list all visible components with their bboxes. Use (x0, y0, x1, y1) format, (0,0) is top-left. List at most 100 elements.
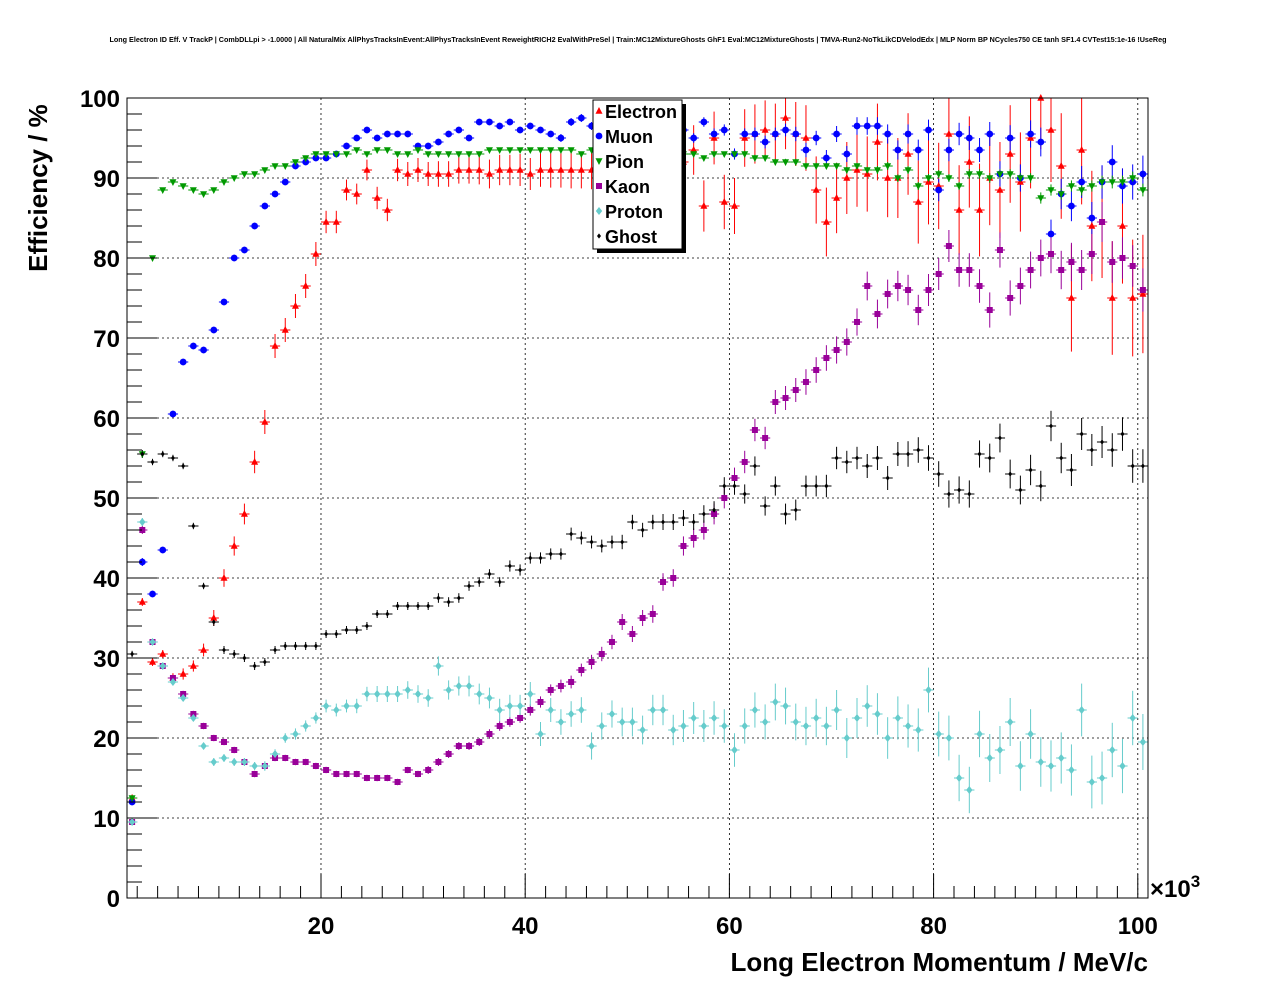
pion-point (822, 163, 830, 170)
muon-point (1088, 214, 1096, 222)
y-tick-label: 90 (93, 166, 120, 193)
pion-point (873, 167, 881, 174)
electron-point (557, 166, 565, 173)
ghost-point (436, 595, 441, 601)
ghost-point (211, 619, 216, 625)
ghost-point (620, 539, 625, 545)
kaon-point (915, 307, 922, 313)
ghost-point (1049, 423, 1054, 429)
proton-point (1017, 762, 1024, 770)
kaon-point (629, 631, 636, 637)
muon-point (200, 346, 207, 354)
proton-point (333, 706, 340, 714)
kaon-point (292, 759, 299, 765)
x-tick-label: 60 (716, 913, 743, 940)
muon-point (1078, 178, 1086, 186)
muon-point (465, 134, 473, 142)
ghost-point (773, 483, 778, 489)
electron-point (251, 458, 259, 465)
proton-point (659, 706, 667, 714)
kaon-point (578, 667, 585, 673)
pion-point (996, 171, 1004, 178)
kaon-point (721, 495, 728, 501)
kaon-point (333, 771, 340, 777)
muon-point (383, 130, 391, 138)
proton-point (282, 734, 289, 742)
kaon-point (466, 743, 473, 749)
pion-point (363, 151, 371, 158)
y-tick-label: 50 (93, 486, 120, 513)
ghost-point (875, 455, 880, 461)
pion-point (812, 163, 820, 170)
ghost-point (650, 519, 655, 525)
kaon-point (751, 427, 758, 433)
kaon-point (854, 319, 861, 325)
muon-point (159, 546, 167, 554)
kaon-point (833, 347, 840, 353)
kaon-point (1088, 251, 1095, 257)
pion-point (771, 159, 779, 166)
proton-legend-marker (595, 207, 603, 215)
electron-point (496, 166, 504, 173)
proton-point (128, 818, 136, 826)
y-tick-label: 70 (93, 326, 120, 353)
pion-point (557, 147, 565, 154)
electron-point (200, 646, 208, 653)
ghost-point (967, 491, 972, 497)
proton-point (537, 730, 544, 738)
kaon-point (680, 543, 687, 549)
electron-point (465, 166, 473, 173)
proton-point (649, 706, 657, 714)
electron-point (445, 170, 453, 177)
proton-point (578, 706, 585, 714)
pion-point (965, 171, 973, 178)
proton-point (149, 638, 156, 646)
x-multiplier-base: ×10 (1150, 876, 1191, 903)
proton-point (271, 750, 279, 758)
proton-point (1129, 714, 1136, 722)
pion-point (1067, 183, 1075, 190)
y-tick-label: 0 (107, 886, 120, 913)
proton-point (751, 706, 759, 714)
kaon-point (690, 535, 697, 541)
ghost-point (324, 631, 329, 637)
muon-point (976, 146, 983, 154)
electron-point (322, 218, 330, 225)
pion-point (251, 171, 259, 178)
ghost-point (385, 611, 390, 617)
pion-point (1006, 171, 1014, 178)
muon-point (894, 146, 902, 154)
electron-point (1047, 126, 1055, 133)
ghost-point (895, 451, 900, 457)
data-markers (128, 94, 1147, 826)
electron-point (904, 150, 912, 157)
proton-point (292, 730, 299, 738)
ghost-point (1018, 487, 1023, 493)
proton-point (986, 754, 993, 762)
pion-point (1108, 179, 1116, 186)
pion-point (761, 155, 769, 162)
x-tick-label: 40 (512, 913, 539, 940)
kaon-point (537, 699, 544, 705)
muon-point (486, 118, 493, 126)
pion-point (506, 147, 514, 154)
kaon-point (363, 775, 370, 781)
muon-point (710, 130, 718, 138)
ghost-point (793, 507, 798, 513)
legend-entries: Electron Muon Pion Kaon Proton Ghost (595, 102, 677, 247)
muon-point (281, 178, 289, 186)
ghost-point (926, 455, 931, 461)
muon-point (496, 122, 504, 130)
kaon-point (1048, 251, 1055, 257)
ghost-point (579, 535, 584, 541)
proton-point (802, 722, 810, 730)
muon-point (1139, 170, 1147, 178)
electron-point (230, 542, 238, 549)
muon-point (526, 122, 534, 130)
muon-point (138, 558, 146, 566)
pion-point (741, 151, 749, 158)
ghost-point (936, 471, 941, 477)
electron-point (261, 418, 269, 425)
pion-point (169, 179, 177, 186)
pion-point (1016, 175, 1024, 182)
